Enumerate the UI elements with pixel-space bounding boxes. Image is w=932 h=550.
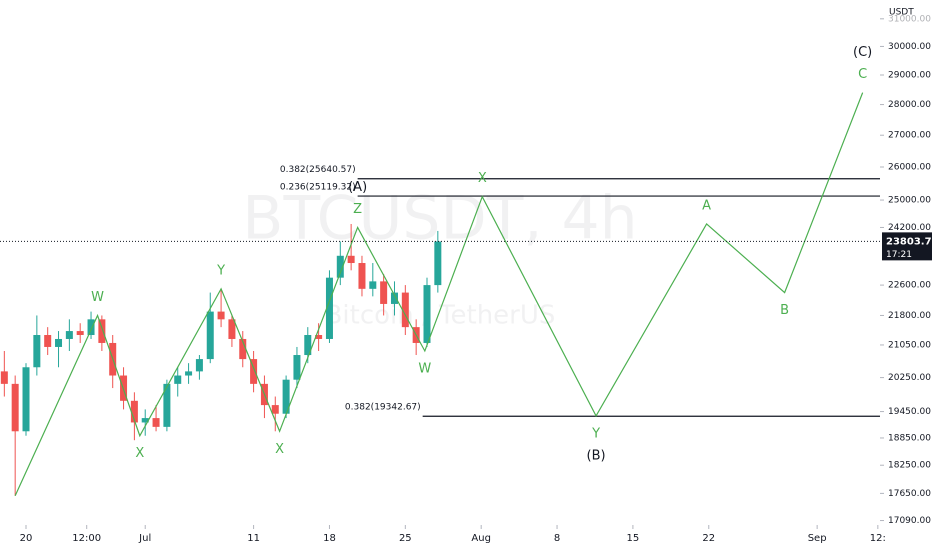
candle-body: [0, 371, 8, 384]
candle-body: [174, 375, 182, 384]
candle-body: [141, 418, 149, 423]
wave-degree-label: (A): [348, 180, 367, 195]
candle-body: [228, 319, 236, 339]
candle-body: [217, 311, 225, 320]
wave-degree-label: (B): [587, 448, 606, 463]
x-tick-label: 12:00: [72, 533, 101, 544]
candle-body: [315, 335, 323, 339]
fib-level-label: 0.382(25640.57): [280, 165, 356, 175]
candle-body: [325, 277, 333, 339]
wave-degree-label: (C): [853, 45, 872, 60]
x-tick-label: 8: [554, 533, 560, 544]
y-tick-label: 17650.00: [888, 489, 931, 499]
candle-body: [434, 241, 442, 286]
y-tick-label: 20250.00: [888, 373, 931, 383]
y-tick-label: 29000.00: [888, 71, 931, 81]
candle-body: [282, 379, 290, 414]
candle-body: [347, 255, 355, 264]
candle-body: [87, 319, 95, 336]
y-tick-label: 22600.00: [888, 281, 931, 291]
y-tick-label: 18250.00: [888, 461, 931, 471]
y-tick-label: 28000.00: [888, 100, 931, 110]
x-tick-label: 11: [247, 533, 260, 544]
candle-body: [130, 400, 138, 423]
wave-label: X: [478, 171, 487, 186]
candle-body: [250, 359, 258, 384]
x-tick-label: 15: [627, 533, 640, 544]
candle-body: [369, 281, 377, 289]
y-tick-label: 25000.00: [888, 196, 931, 206]
current-price-label: 23803.79: [886, 236, 932, 247]
wave-label: A: [702, 198, 711, 213]
countdown-label: 17:21: [886, 250, 912, 260]
candle-body: [401, 292, 409, 328]
y-tick-label: 30000.00: [888, 42, 931, 52]
x-tick-label: 20: [20, 533, 33, 544]
candle-body: [44, 335, 52, 347]
x-tick-label: 25: [399, 533, 412, 544]
candle-body: [293, 355, 301, 380]
y-tick-label: 27000.00: [888, 131, 931, 141]
candle-body: [304, 335, 312, 356]
wave-label: B: [780, 303, 789, 318]
candle-body: [163, 383, 171, 427]
wave-label: W: [91, 290, 104, 305]
candle-body: [390, 292, 398, 304]
watermark-subtitle: Bitcoin / TetherUS: [325, 301, 556, 331]
x-tick-label: 18: [323, 533, 336, 544]
wave-label: C: [858, 67, 867, 82]
wave-line: [14, 92, 864, 497]
axis-unit: USDT: [889, 8, 914, 18]
wave-label: Z: [353, 202, 362, 217]
candle-body: [98, 319, 106, 343]
wave-label: X: [275, 442, 284, 457]
y-tick-label: 26000.00: [888, 163, 931, 173]
y-tick-label: 19450.00: [888, 407, 931, 417]
y-tick-label: 21800.00: [888, 311, 931, 321]
candle-body: [423, 285, 431, 343]
candle-body: [358, 263, 366, 289]
x-tick-label: Jul: [138, 533, 151, 544]
fib-level-label: 0.236(25119.32): [280, 183, 356, 193]
candle-body: [195, 359, 203, 372]
candle-body: [336, 255, 344, 278]
candle-body: [11, 383, 19, 432]
candle-body: [185, 371, 193, 376]
y-tick-label: 18850.00: [888, 433, 931, 443]
y-tick-label: 24200.00: [888, 223, 931, 233]
candle-body: [152, 418, 160, 427]
x-tick-label: Aug: [471, 533, 491, 544]
y-tick-label: 17090.00: [888, 516, 931, 526]
candle-body: [271, 405, 279, 414]
x-tick-label: 12:: [870, 533, 886, 544]
wave-label: Y: [591, 426, 600, 441]
candle-body: [65, 331, 73, 339]
y-tick-label: 31000.00: [888, 14, 931, 24]
wave-label: W: [418, 361, 431, 376]
candle-body: [380, 281, 388, 304]
candle-body: [33, 335, 41, 368]
candle-body: [76, 331, 84, 336]
candle-body: [55, 338, 63, 347]
y-tick-label: 21050.00: [888, 340, 931, 350]
fib-level-label: 0.382(19342.67): [345, 403, 421, 413]
x-tick-label: Sep: [808, 533, 827, 544]
candle-body: [22, 367, 30, 432]
wave-label: X: [135, 446, 144, 461]
current-price-box: [882, 232, 932, 261]
candle-body: [239, 338, 247, 360]
candle-body: [206, 311, 214, 360]
x-tick-label: 22: [702, 533, 715, 544]
wave-label: Y: [216, 263, 225, 278]
